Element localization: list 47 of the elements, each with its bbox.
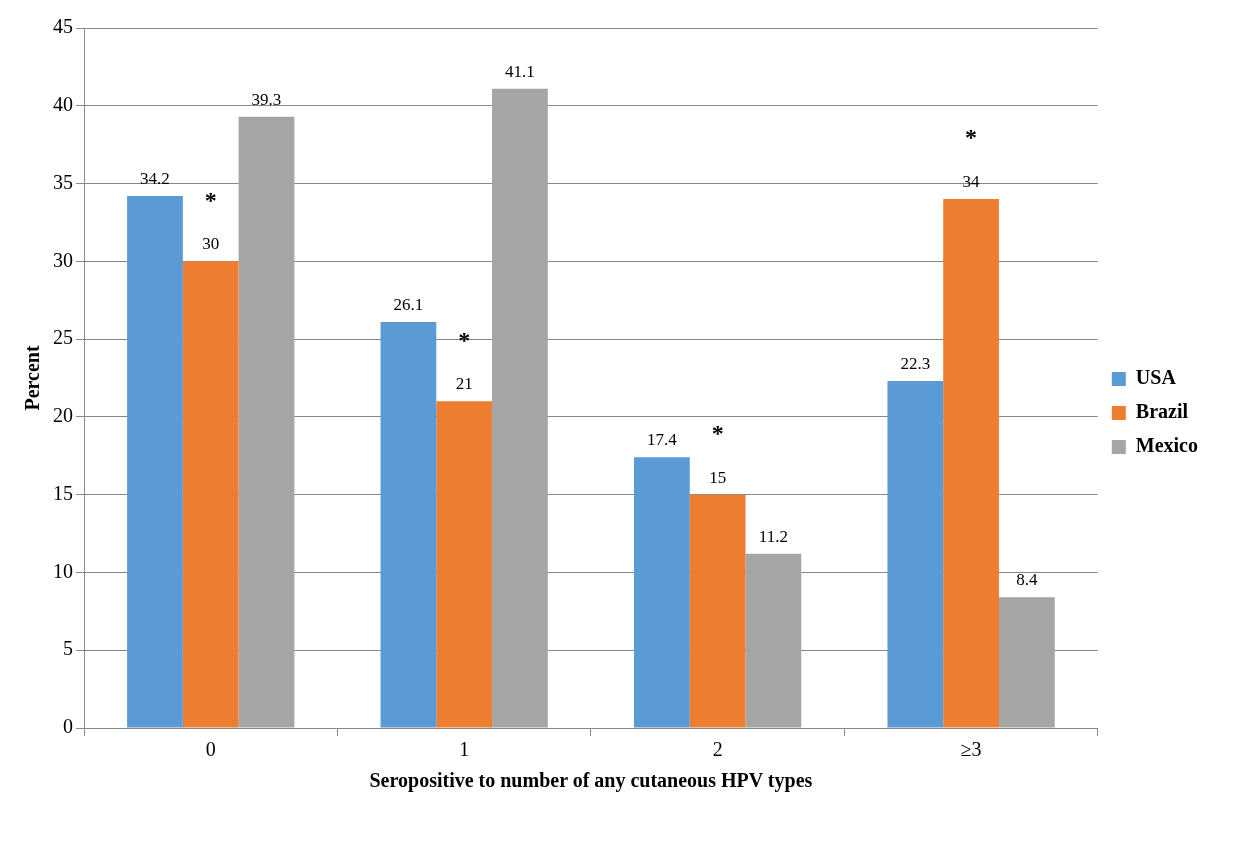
data-label: 11.2 bbox=[758, 526, 788, 546]
bar bbox=[689, 494, 746, 728]
annotation: * bbox=[458, 326, 471, 353]
data-label: 34 bbox=[962, 172, 981, 192]
y-tick-label: 0 bbox=[63, 715, 73, 738]
y-tick-label: 5 bbox=[63, 637, 73, 660]
annotation: * bbox=[204, 186, 217, 213]
x-axis-title: Seropositive to number of any cutaneous HPV types bbox=[369, 769, 813, 793]
bar bbox=[182, 261, 239, 728]
y-tick-label: 10 bbox=[53, 559, 73, 582]
data-label: 15 bbox=[709, 467, 727, 487]
y-tick-label: 30 bbox=[53, 248, 73, 271]
bar bbox=[127, 196, 183, 728]
legend-label: Brazil bbox=[1135, 400, 1189, 423]
bar bbox=[633, 457, 690, 728]
y-axis-title: Percent bbox=[21, 345, 44, 411]
bar bbox=[380, 322, 437, 728]
data-label: 21 bbox=[455, 374, 473, 394]
bar bbox=[998, 597, 1055, 728]
data-label: 41.1 bbox=[505, 61, 535, 81]
data-label: 30 bbox=[202, 234, 220, 254]
bar bbox=[238, 116, 295, 728]
x-tick-label: 1 bbox=[459, 738, 470, 761]
bar bbox=[492, 88, 548, 728]
x-tick-label: ≥3 bbox=[960, 738, 982, 761]
bar bbox=[745, 553, 802, 728]
bar bbox=[887, 381, 944, 728]
y-tick-label: 45 bbox=[53, 15, 73, 38]
y-tick-label: 20 bbox=[53, 404, 73, 427]
y-tick-label: 15 bbox=[53, 481, 73, 504]
data-label: 39.3 bbox=[251, 89, 282, 109]
y-tick-label: 25 bbox=[53, 326, 73, 349]
bar bbox=[436, 401, 493, 728]
legend-label: USA bbox=[1135, 366, 1177, 389]
data-label: 8.4 bbox=[1016, 570, 1038, 590]
y-tick-label: 35 bbox=[53, 170, 73, 193]
data-label: 22.3 bbox=[900, 354, 931, 374]
x-tick-label: 0 bbox=[205, 738, 216, 761]
legend-label: Mexico bbox=[1135, 434, 1198, 457]
data-label: 17.4 bbox=[647, 430, 678, 450]
y-tick-label: 40 bbox=[53, 93, 73, 116]
annotation: * bbox=[965, 124, 978, 151]
annotation: * bbox=[711, 419, 724, 446]
bar bbox=[943, 199, 999, 728]
data-label: 26.1 bbox=[393, 294, 424, 314]
data-label: 34.2 bbox=[140, 168, 170, 188]
x-tick-label: 2 bbox=[712, 738, 723, 761]
